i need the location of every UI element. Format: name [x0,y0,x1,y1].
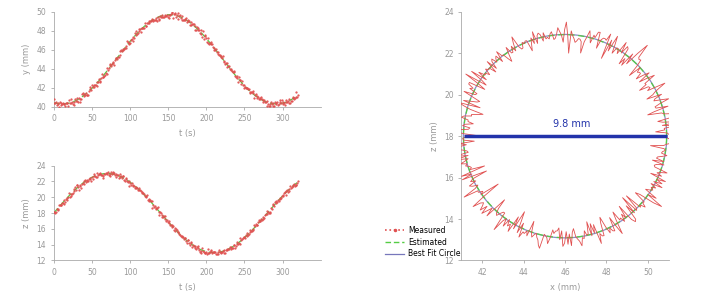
Y-axis label: z (mm): z (mm) [430,121,439,151]
X-axis label: x (mm): x (mm) [550,283,580,292]
X-axis label: t (s): t (s) [179,129,195,138]
X-axis label: t (s): t (s) [179,283,195,292]
Legend: Measured, Estimated, Best Fit Circle: Measured, Estimated, Best Fit Circle [382,223,464,261]
Y-axis label: y (mm): y (mm) [21,44,31,75]
Text: 9.8 mm: 9.8 mm [553,119,590,129]
Y-axis label: z (mm): z (mm) [22,198,31,228]
